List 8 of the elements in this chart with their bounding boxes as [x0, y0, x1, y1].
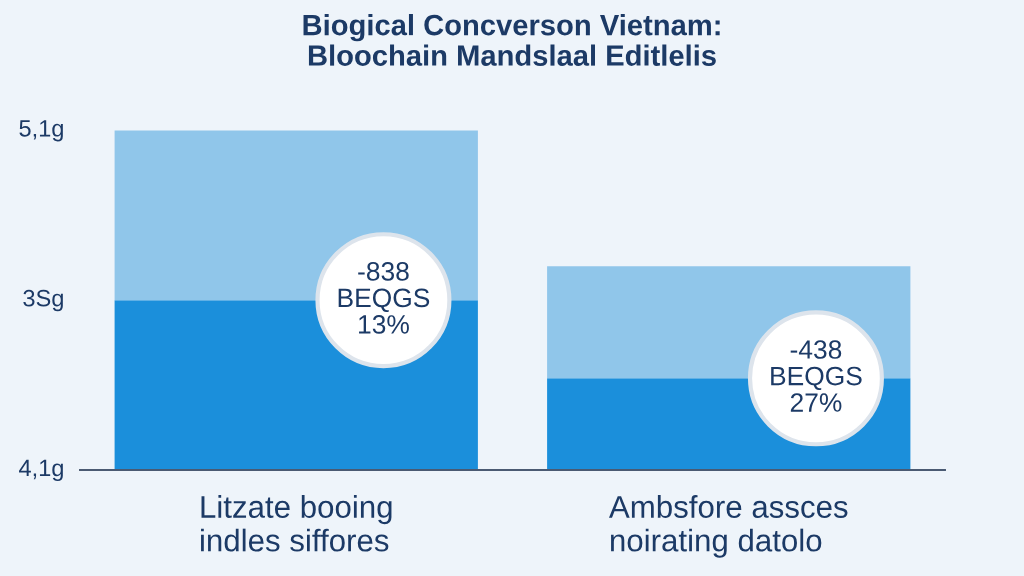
- x-tick-label: Litzate booing indles siffores: [201, 495, 392, 552]
- annotation: -838 BEQGS 13%: [338, 262, 430, 334]
- text: 3Sg: [23, 289, 63, 312]
- text: 4,1g: [19, 459, 63, 481]
- chart-title: Biogical Concverson Vietnam: Bloochain Mandslaal Editlelis: [303, 14, 720, 66]
- x-tick-label: Ambsfore assces noirating datolo: [608, 495, 848, 558]
- annotation: -438 BEQGS 27%: [771, 340, 862, 412]
- text: 5,1g: [19, 120, 63, 142]
